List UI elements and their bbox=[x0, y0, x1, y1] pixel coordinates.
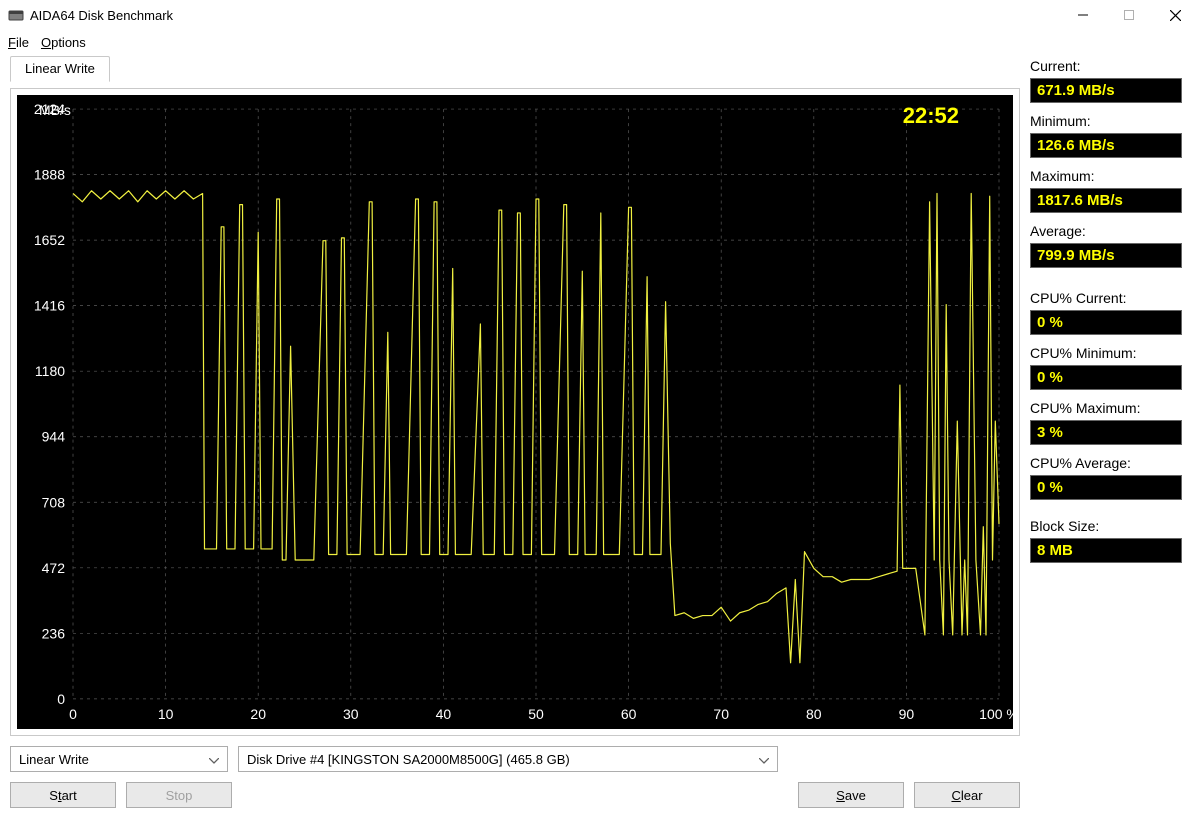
tab-linear-write[interactable]: Linear Write bbox=[10, 56, 110, 82]
drive-select-value: Disk Drive #4 [KINGSTON SA2000M8500G] (4… bbox=[247, 752, 570, 767]
metric-value: 3 % bbox=[1030, 420, 1182, 445]
metric-value: 799.9 MB/s bbox=[1030, 243, 1182, 268]
menu-bar: File Options bbox=[0, 30, 1200, 54]
svg-text:0: 0 bbox=[57, 691, 65, 707]
svg-text:1180: 1180 bbox=[35, 363, 65, 379]
svg-text:1652: 1652 bbox=[34, 232, 65, 248]
chart-area: 0236472708944118014161652188821240102030… bbox=[17, 95, 1013, 729]
metric-value: 0 % bbox=[1030, 310, 1182, 335]
tab-strip: Linear Write bbox=[10, 56, 1020, 81]
chart-elapsed-time: 22:52 bbox=[903, 103, 959, 129]
svg-text:80: 80 bbox=[806, 706, 822, 722]
svg-text:30: 30 bbox=[343, 706, 359, 722]
svg-text:20: 20 bbox=[250, 706, 266, 722]
metric-value: 126.6 MB/s bbox=[1030, 133, 1182, 158]
svg-text:1416: 1416 bbox=[34, 298, 65, 314]
stop-button: Stop bbox=[126, 782, 232, 808]
metric-value: 0 % bbox=[1030, 365, 1182, 390]
title-bar: AIDA64 Disk Benchmark bbox=[0, 0, 1200, 30]
chevron-down-icon bbox=[205, 752, 223, 767]
metric-label: Current: bbox=[1030, 58, 1190, 74]
metric-value: 1817.6 MB/s bbox=[1030, 188, 1182, 213]
svg-text:MB/s: MB/s bbox=[39, 102, 71, 118]
metrics-panel: Current: 671.9 MB/s Minimum: 126.6 MB/s Maxi… bbox=[1030, 56, 1190, 808]
metric-label: CPU% Maximum: bbox=[1030, 400, 1190, 416]
metric-label: CPU% Minimum: bbox=[1030, 345, 1190, 361]
menu-file[interactable]: File bbox=[8, 35, 29, 50]
chart-svg: 0236472708944118014161652188821240102030… bbox=[17, 95, 1013, 729]
clear-button[interactable]: Clear bbox=[914, 782, 1020, 808]
metric-label: Block Size: bbox=[1030, 518, 1190, 534]
window-controls bbox=[1060, 0, 1198, 30]
metric-label: CPU% Current: bbox=[1030, 290, 1190, 306]
chevron-down-icon bbox=[755, 752, 773, 767]
svg-text:40: 40 bbox=[436, 706, 452, 722]
start-button[interactable]: Start bbox=[10, 782, 116, 808]
svg-text:708: 708 bbox=[42, 494, 66, 510]
svg-text:70: 70 bbox=[713, 706, 729, 722]
metric-label: CPU% Average: bbox=[1030, 455, 1190, 471]
test-type-select[interactable]: Linear Write bbox=[10, 746, 228, 772]
svg-text:1888: 1888 bbox=[34, 167, 65, 183]
close-button[interactable] bbox=[1152, 0, 1198, 30]
test-type-value: Linear Write bbox=[19, 752, 89, 767]
save-button[interactable]: Save bbox=[798, 782, 904, 808]
metric-label: Maximum: bbox=[1030, 168, 1190, 184]
svg-text:236: 236 bbox=[42, 625, 66, 641]
svg-text:472: 472 bbox=[42, 560, 66, 576]
metric-value: 8 MB bbox=[1030, 538, 1182, 563]
svg-text:0: 0 bbox=[69, 706, 77, 722]
chart-frame: 0236472708944118014161652188821240102030… bbox=[10, 88, 1020, 736]
svg-text:10: 10 bbox=[158, 706, 174, 722]
metric-label: Minimum: bbox=[1030, 113, 1190, 129]
svg-text:100 %: 100 % bbox=[979, 706, 1013, 722]
minimize-button[interactable] bbox=[1060, 0, 1106, 30]
svg-text:944: 944 bbox=[42, 429, 66, 445]
app-icon bbox=[8, 7, 24, 23]
window-title: AIDA64 Disk Benchmark bbox=[30, 8, 173, 23]
svg-text:90: 90 bbox=[899, 706, 915, 722]
metric-value: 671.9 MB/s bbox=[1030, 78, 1182, 103]
metric-label: Average: bbox=[1030, 223, 1190, 239]
maximize-button[interactable] bbox=[1106, 0, 1152, 30]
menu-options[interactable]: Options bbox=[41, 35, 86, 50]
drive-select[interactable]: Disk Drive #4 [KINGSTON SA2000M8500G] (4… bbox=[238, 746, 778, 772]
svg-text:60: 60 bbox=[621, 706, 637, 722]
metric-value: 0 % bbox=[1030, 475, 1182, 500]
svg-text:50: 50 bbox=[528, 706, 544, 722]
